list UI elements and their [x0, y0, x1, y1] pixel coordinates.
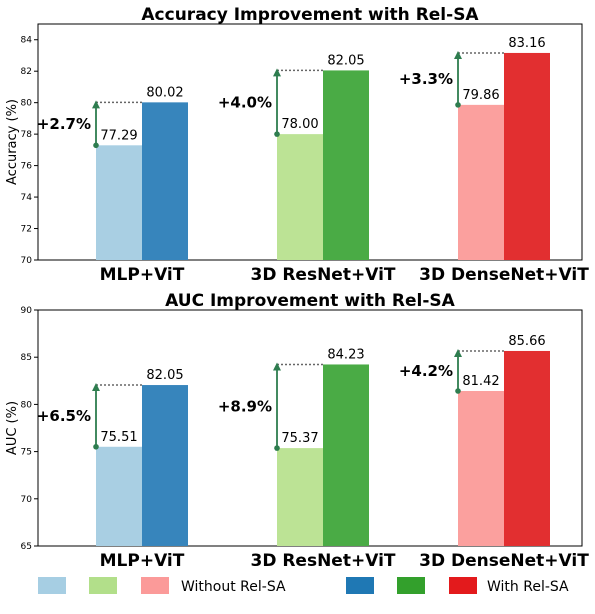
- y-axis-ticks: 70 72 74 76 78 80 82 84: [21, 36, 38, 266]
- legend: Without Rel-SA With Rel-SA: [38, 577, 569, 595]
- improvement-arrow-origin: [274, 131, 280, 137]
- y-tick-label: 80: [21, 400, 33, 410]
- data-label: 82.05: [146, 368, 183, 383]
- x-tick-label: 3D ResNet+ViT: [250, 265, 395, 285]
- improvement-arrow-origin: [274, 445, 280, 451]
- bar-marks: 75.51 82.05 +6.5% 75.37 84.23 +8.9% 81.42 85.66…: [37, 334, 550, 546]
- data-label: 83.16: [508, 36, 545, 51]
- bar-without-rel-sa-resnet-vit: [277, 448, 323, 546]
- bar-without-rel-sa-mlp-vit: [96, 145, 142, 260]
- bar-with-rel-sa-mlp-vit: [142, 385, 188, 546]
- chart-title: Accuracy Improvement with Rel-SA: [141, 5, 479, 25]
- y-tick-label: 65: [21, 542, 32, 552]
- data-label: 79.86: [462, 88, 499, 103]
- improvement-label: +3.3%: [399, 70, 453, 88]
- legend-swatch-without-densenet: [141, 577, 169, 594]
- y-tick-label: 76: [21, 162, 33, 172]
- y-tick-label: 90: [21, 306, 33, 316]
- legend-swatch-without-mlp: [38, 577, 66, 594]
- legend-label-with: With Rel-SA: [487, 579, 569, 595]
- y-tick-label: 85: [21, 353, 32, 363]
- legend-swatch-without-resnet: [89, 577, 117, 594]
- bar-with-rel-sa-resnet-vit: [323, 70, 369, 260]
- improvement-label: +4.0%: [218, 93, 272, 111]
- y-tick-label: 70: [21, 256, 33, 266]
- y-tick-label: 78: [21, 130, 33, 140]
- improvement-arrow-origin: [455, 388, 461, 394]
- y-axis-ticks: 65 70 75 80 85 90: [21, 306, 38, 552]
- y-axis-label: Accuracy (%): [5, 99, 20, 185]
- data-label: 75.51: [100, 430, 137, 445]
- x-tick-label: 3D ResNet+ViT: [250, 551, 395, 571]
- bar-without-rel-sa-mlp-vit: [96, 446, 142, 546]
- x-tick-label: 3D DenseNet+ViT: [419, 551, 589, 571]
- improvement-label: +8.9%: [218, 397, 272, 415]
- x-axis-ticks: MLP+ViT 3D ResNet+ViT 3D DenseNet+ViT: [100, 551, 590, 571]
- bar-without-rel-sa-densenet-vit: [458, 390, 504, 546]
- bar-without-rel-sa-densenet-vit: [458, 104, 504, 261]
- x-tick-label: MLP+ViT: [100, 551, 185, 571]
- data-label: 75.37: [281, 431, 318, 446]
- y-tick-label: 70: [21, 495, 33, 505]
- legend-swatch-with-densenet: [449, 577, 477, 594]
- y-tick-label: 80: [21, 99, 33, 109]
- legend-label-without: Without Rel-SA: [181, 579, 286, 595]
- legend-swatch-with-resnet: [397, 577, 425, 594]
- bar-with-rel-sa-densenet-vit: [504, 52, 550, 260]
- chart-title: AUC Improvement with Rel-SA: [165, 291, 456, 311]
- bar-with-rel-sa-resnet-vit: [323, 364, 369, 546]
- y-tick-label: 82: [21, 67, 32, 77]
- improvement-arrow-origin: [93, 142, 99, 149]
- y-tick-label: 74: [21, 193, 33, 203]
- improvement-arrow-origin: [93, 443, 99, 450]
- data-label: 78.00: [281, 117, 318, 132]
- bar-with-rel-sa-mlp-vit: [142, 102, 188, 261]
- data-label: 82.05: [327, 53, 364, 68]
- improvement-label: +4.2%: [399, 362, 453, 380]
- data-label: 84.23: [327, 347, 364, 362]
- improvement-label: +2.7%: [37, 115, 91, 133]
- bar-with-rel-sa-densenet-vit: [504, 350, 550, 546]
- auc-chart-panel: AUC Improvement with Rel-SA AUC (%) 65 70…: [5, 291, 589, 571]
- legend-swatch-with-mlp: [346, 577, 374, 594]
- improvement-arrow-origin: [455, 102, 461, 108]
- y-tick-label: 72: [21, 225, 32, 235]
- data-label: 81.42: [462, 374, 499, 389]
- x-axis-ticks: MLP+ViT 3D ResNet+ViT 3D DenseNet+ViT: [100, 265, 590, 285]
- y-tick-label: 75: [21, 448, 32, 458]
- x-tick-label: 3D DenseNet+ViT: [419, 265, 589, 285]
- accuracy-chart-panel: Accuracy Improvement with Rel-SA Accurac…: [5, 5, 589, 285]
- y-tick-label: 84: [21, 36, 33, 46]
- bar-marks: 77.29 80.02 +2.7% 78.00 82.05 +4.0% 79.86 83.16…: [37, 36, 550, 261]
- y-axis-label: AUC (%): [5, 401, 20, 455]
- bar-without-rel-sa-resnet-vit: [277, 134, 323, 260]
- improvement-label: +6.5%: [37, 407, 91, 425]
- data-label: 80.02: [146, 85, 183, 100]
- data-label: 77.29: [100, 128, 137, 143]
- data-label: 85.66: [508, 334, 545, 349]
- x-tick-label: MLP+ViT: [100, 265, 185, 285]
